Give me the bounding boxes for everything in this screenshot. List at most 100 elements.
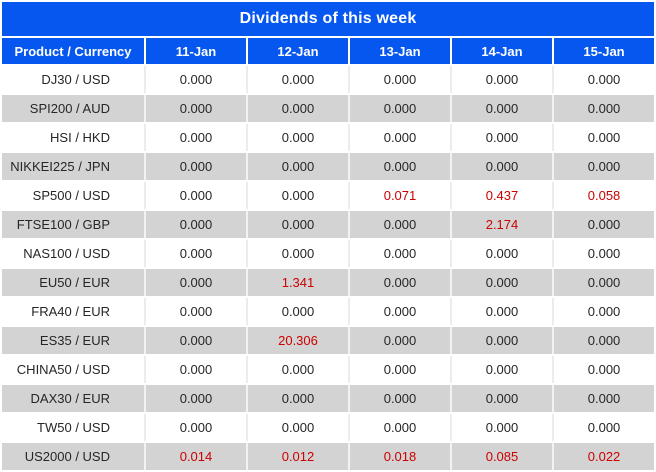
product-cell: HSI / HKD <box>2 124 144 151</box>
value-cell: 0.000 <box>248 240 348 267</box>
value-cell: 0.000 <box>452 356 552 383</box>
value-cell: 0.000 <box>146 95 246 122</box>
value-cell: 0.000 <box>248 414 348 441</box>
value-cell: 0.000 <box>146 327 246 354</box>
product-cell: US2000 / USD <box>2 443 144 470</box>
value-cell: 1.341 <box>248 269 348 296</box>
value-cell: 0.000 <box>146 182 246 209</box>
product-cell: NAS100 / USD <box>2 240 144 267</box>
table-row: FRA40 / EUR 0.000 0.000 0.000 0.000 0.000 <box>2 298 655 325</box>
value-cell: 0.000 <box>554 153 655 180</box>
product-cell: ES35 / EUR <box>2 327 144 354</box>
value-cell: 20.306 <box>248 327 348 354</box>
table-row: DAX30 / EUR 0.000 0.000 0.000 0.000 0.000 <box>2 385 655 412</box>
value-cell: 0.000 <box>350 327 450 354</box>
column-header-13jan: 13-Jan <box>350 38 450 64</box>
value-cell: 0.000 <box>248 298 348 325</box>
table-row: NIKKEI225 / JPN 0.000 0.000 0.000 0.000 0.000 <box>2 153 655 180</box>
value-cell: 0.000 <box>350 211 450 238</box>
value-cell: 0.000 <box>452 269 552 296</box>
value-cell: 0.000 <box>248 182 348 209</box>
table-row: ES35 / EUR 0.000 20.306 0.000 0.000 0.000 <box>2 327 655 354</box>
value-cell: 0.000 <box>146 356 246 383</box>
value-cell: 0.022 <box>554 443 655 470</box>
product-cell: NIKKEI225 / JPN <box>2 153 144 180</box>
table-body: DJ30 / USD 0.000 0.000 0.000 0.000 0.000 SPI20… <box>2 66 655 470</box>
value-cell: 0.000 <box>554 414 655 441</box>
value-cell: 0.000 <box>452 124 552 151</box>
value-cell: 0.000 <box>452 66 552 93</box>
value-cell: 0.000 <box>350 95 450 122</box>
value-cell: 0.000 <box>248 356 348 383</box>
value-cell: 0.000 <box>350 414 450 441</box>
table-row: SP500 / USD 0.000 0.000 0.071 0.437 0.058 <box>2 182 655 209</box>
value-cell: 0.000 <box>248 66 348 93</box>
value-cell: 2.174 <box>452 211 552 238</box>
product-cell: EU50 / EUR <box>2 269 144 296</box>
table-row: TW50 / USD 0.000 0.000 0.000 0.000 0.000 <box>2 414 655 441</box>
column-header-product: Product / Currency <box>2 38 144 64</box>
value-cell: 0.000 <box>554 385 655 412</box>
value-cell: 0.000 <box>452 240 552 267</box>
value-cell: 0.000 <box>554 298 655 325</box>
value-cell: 0.000 <box>146 153 246 180</box>
value-cell: 0.085 <box>452 443 552 470</box>
value-cell: 0.000 <box>452 327 552 354</box>
product-cell: DJ30 / USD <box>2 66 144 93</box>
value-cell: 0.000 <box>350 269 450 296</box>
value-cell: 0.000 <box>146 385 246 412</box>
table-row: HSI / HKD 0.000 0.000 0.000 0.000 0.000 <box>2 124 655 151</box>
table-row: DJ30 / USD 0.000 0.000 0.000 0.000 0.000 <box>2 66 655 93</box>
value-cell: 0.000 <box>350 153 450 180</box>
value-cell: 0.000 <box>248 95 348 122</box>
product-cell: TW50 / USD <box>2 414 144 441</box>
value-cell: 0.000 <box>248 153 348 180</box>
value-cell: 0.000 <box>146 66 246 93</box>
column-header-11jan: 11-Jan <box>146 38 246 64</box>
value-cell: 0.071 <box>350 182 450 209</box>
value-cell: 0.000 <box>350 124 450 151</box>
table-row: US2000 / USD 0.014 0.012 0.018 0.085 0.022 <box>2 443 655 470</box>
value-cell: 0.000 <box>554 356 655 383</box>
table-row: CHINA50 / USD 0.000 0.000 0.000 0.000 0.000 <box>2 356 655 383</box>
value-cell: 0.000 <box>452 298 552 325</box>
column-header-14jan: 14-Jan <box>452 38 552 64</box>
value-cell: 0.000 <box>146 298 246 325</box>
value-cell: 0.000 <box>248 385 348 412</box>
value-cell: 0.058 <box>554 182 655 209</box>
value-cell: 0.000 <box>554 66 655 93</box>
value-cell: 0.018 <box>350 443 450 470</box>
value-cell: 0.000 <box>146 240 246 267</box>
value-cell: 0.000 <box>350 66 450 93</box>
table-row: NAS100 / USD 0.000 0.000 0.000 0.000 0.000 <box>2 240 655 267</box>
value-cell: 0.000 <box>146 211 246 238</box>
value-cell: 0.000 <box>350 240 450 267</box>
value-cell: 0.000 <box>554 327 655 354</box>
product-cell: SP500 / USD <box>2 182 144 209</box>
value-cell: 0.000 <box>554 211 655 238</box>
value-cell: 0.012 <box>248 443 348 470</box>
value-cell: 0.014 <box>146 443 246 470</box>
title-bar: Dividends of this week <box>2 2 655 36</box>
value-cell: 0.000 <box>554 240 655 267</box>
value-cell: 0.000 <box>554 95 655 122</box>
value-cell: 0.000 <box>146 269 246 296</box>
value-cell: 0.000 <box>452 414 552 441</box>
widget-title: Dividends of this week <box>2 2 655 36</box>
value-cell: 0.000 <box>146 124 246 151</box>
product-cell: SPI200 / AUD <box>2 95 144 122</box>
column-header-12jan: 12-Jan <box>248 38 348 64</box>
column-header-row: Product / Currency 11-Jan 12-Jan 13-Jan … <box>2 38 655 64</box>
value-cell: 0.000 <box>146 414 246 441</box>
table-row: FTSE100 / GBP 0.000 0.000 0.000 2.174 0.000 <box>2 211 655 238</box>
product-cell: DAX30 / EUR <box>2 385 144 412</box>
value-cell: 0.000 <box>452 95 552 122</box>
value-cell: 0.000 <box>452 153 552 180</box>
table-row: SPI200 / AUD 0.000 0.000 0.000 0.000 0.000 <box>2 95 655 122</box>
value-cell: 0.000 <box>350 298 450 325</box>
value-cell: 0.000 <box>554 269 655 296</box>
value-cell: 0.000 <box>350 356 450 383</box>
value-cell: 0.000 <box>248 211 348 238</box>
table-row: EU50 / EUR 0.000 1.341 0.000 0.000 0.000 <box>2 269 655 296</box>
